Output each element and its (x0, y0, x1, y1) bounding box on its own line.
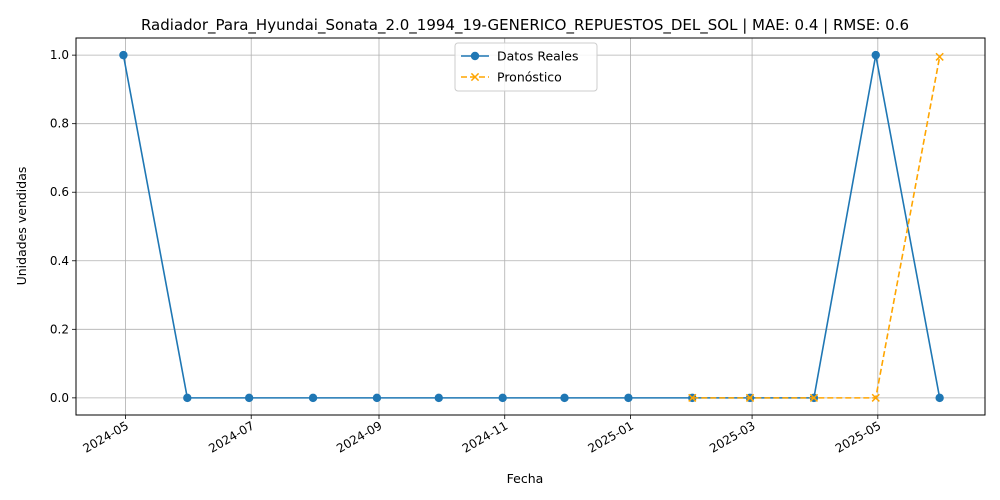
series-line (122, 54, 941, 399)
data-point (745, 393, 755, 402)
data-point (244, 393, 254, 403)
y-tick-label: 0.6 (50, 185, 69, 199)
legend-item: Pronóstico (461, 70, 562, 85)
data-point (871, 50, 880, 60)
x-tick-label: 2025-05 (833, 418, 883, 455)
y-tick-label: 0.8 (50, 117, 69, 131)
y-tick-label: 0.0 (50, 391, 69, 405)
series-line (692, 56, 941, 399)
data-point (470, 72, 480, 82)
x-tick-label: 2024-11 (460, 418, 510, 455)
x-tick-label: 2024-07 (206, 418, 256, 455)
y-axis-label: Unidades vendidas (14, 167, 29, 286)
data-point (624, 393, 633, 403)
series-2 (688, 52, 944, 402)
legend-label: Datos Reales (497, 49, 578, 64)
series-layer (119, 50, 944, 403)
legend-label: Pronóstico (497, 70, 562, 85)
legend-box (454, 42, 598, 92)
legend: Datos Reales Pronóstico (454, 42, 598, 92)
data-point (119, 50, 128, 60)
data-point (935, 52, 944, 61)
data-point (308, 393, 318, 403)
x-axis-label: Fecha (507, 471, 544, 486)
data-point (871, 393, 880, 402)
data-point (498, 393, 507, 403)
data-point (688, 393, 697, 402)
series-1 (119, 50, 944, 403)
chart-title: Radiador_Para_Hyundai_Sonata_2.0_1994_19… (141, 16, 909, 35)
x-axis: 2024-05 2024-07 2024-09 2024-11 2025-01 2025-… (81, 415, 883, 456)
legend-item: Datos Reales (461, 49, 578, 64)
data-point (183, 393, 192, 403)
data-point (470, 51, 480, 61)
data-point (809, 393, 819, 402)
y-tick-label: 0.2 (50, 322, 69, 336)
x-tick-label: 2025-03 (707, 418, 757, 455)
plot-frame (75, 37, 986, 416)
y-tick-label: 1.0 (50, 48, 69, 62)
y-axis: 0.0 0.2 0.4 0.6 0.8 1.0 (50, 48, 76, 405)
y-tick-label: 0.4 (50, 254, 69, 268)
data-point (372, 393, 382, 403)
x-tick-label: 2024-09 (334, 418, 384, 455)
x-tick-label: 2024-05 (81, 418, 131, 455)
data-point (434, 393, 443, 403)
data-point (560, 393, 569, 403)
x-tick-label: 2025-01 (586, 418, 636, 455)
data-point (935, 393, 944, 403)
grid (76, 38, 985, 415)
